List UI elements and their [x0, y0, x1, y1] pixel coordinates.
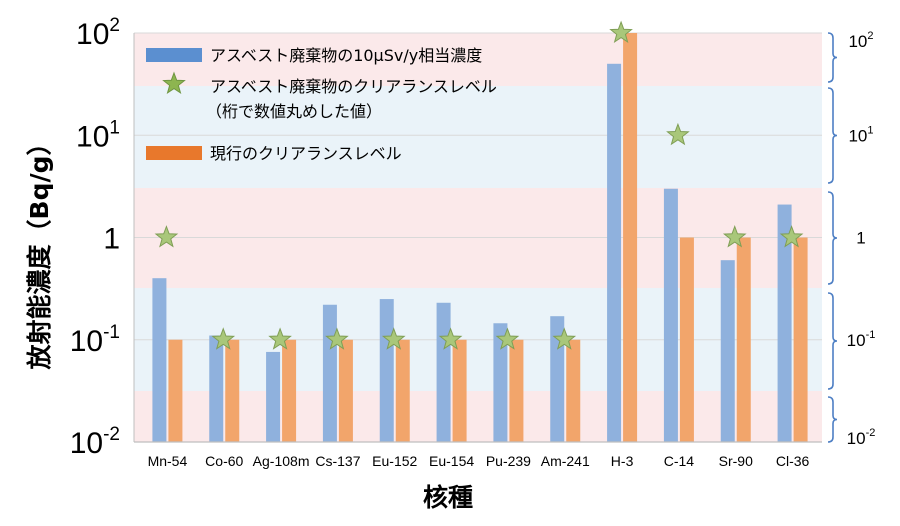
bar-dose-equivalent-Eu-152 — [379, 299, 394, 442]
star-asbestos-clearance-H-3 — [609, 20, 633, 44]
legend-label: 現行のクリアランスレベル — [210, 144, 402, 163]
legend-label: アスベスト廃棄物の10μSv/y相当濃度 — [210, 46, 482, 65]
bar-dose-equivalent-Am-241 — [550, 316, 565, 442]
y-tick-label: 10-2 — [70, 424, 120, 460]
bar-current-clearance-C-14 — [679, 237, 694, 442]
legend-swatch-dose-equivalent — [146, 48, 202, 62]
category-label: Mn-54 — [148, 453, 188, 469]
bar-current-clearance-Am-241 — [566, 339, 581, 442]
y-tick-label: 101 — [76, 117, 120, 153]
star-asbestos-clearance-Am-241 — [552, 327, 577, 350]
category-labels: Mn-54 Co-60 Ag-108m Cs-137 Eu-152 Eu-154 Pu-23… — [148, 453, 810, 469]
star-asbestos-clearance-Ag-108m — [268, 327, 292, 350]
band-blue — [134, 86, 822, 188]
star-asbestos-clearance-Sr-90 — [722, 225, 747, 248]
y-axis-title: 放射能濃度（Bq/g） — [25, 131, 54, 371]
legend-swatch-current-clearance — [146, 146, 202, 160]
range-bracket — [827, 32, 838, 83]
y-tick-label: 10-1 — [70, 322, 120, 358]
bar-dose-equivalent-Ag-108m — [266, 351, 281, 442]
bar-current-clearance-Cl-36 — [793, 237, 808, 442]
star-asbestos-clearance-Co-60 — [211, 327, 236, 350]
bar-current-clearance-Ag-108m — [282, 339, 297, 442]
background-bands — [134, 33, 822, 442]
y-tick-label: 1 — [103, 223, 120, 256]
star-asbestos-clearance-C-14 — [666, 122, 690, 146]
bar-dose-equivalent-Sr-90 — [720, 260, 735, 442]
right-tick-label: 101 — [848, 124, 873, 145]
bar-dose-equivalent-H-3 — [607, 63, 622, 443]
y-tick-label: 102 — [76, 15, 120, 51]
left-tick-labels: 102 101 1 10-1 10-2 — [70, 15, 120, 460]
bar-dose-equivalent-Mn-54 — [152, 278, 167, 442]
bar-dose-equivalent-Eu-154 — [436, 302, 451, 442]
category-label: H-3 — [611, 453, 634, 469]
legend-star-icon — [162, 71, 186, 95]
right-tick-label: 10-1 — [847, 329, 876, 350]
bar-current-clearance-Eu-154 — [452, 339, 467, 442]
right-tick-label: 102 — [848, 30, 873, 51]
category-label: Eu-154 — [429, 453, 474, 469]
star-asbestos-clearance-Eu-154 — [438, 327, 463, 350]
category-label: Sr-90 — [719, 453, 753, 469]
right-tick-labels: 102 101 1 10-1 10-2 — [847, 30, 876, 448]
bar-current-clearance-Cs-137 — [338, 339, 353, 442]
bar-current-clearance-Pu-239 — [509, 339, 524, 442]
band-pink — [134, 33, 822, 86]
star-asbestos-clearance-Cl-36 — [779, 225, 804, 248]
bar-current-clearance-Eu-152 — [395, 339, 410, 442]
bar-dose-equivalent-Co-60 — [209, 335, 224, 442]
bar-current-clearance-H-3 — [623, 33, 638, 442]
star-asbestos-clearance-Cs-137 — [325, 327, 349, 350]
range-bracket — [827, 292, 838, 390]
legend-label-note: （桁で数値丸めした値） — [206, 102, 382, 121]
right-brackets — [827, 32, 838, 443]
legend-label: アスベスト廃棄物のクリアランスレベル — [210, 77, 497, 96]
range-bracket — [827, 396, 838, 443]
category-label: Cs-137 — [315, 453, 360, 469]
category-label: Ag-108m — [253, 453, 310, 469]
star-asbestos-clearance-Mn-54 — [154, 225, 179, 248]
right-tick-label: 10-2 — [847, 427, 876, 448]
bar-dose-equivalent-Pu-239 — [493, 323, 508, 442]
range-bracket — [827, 191, 838, 285]
range-bracket — [827, 87, 838, 184]
category-label: Co-60 — [205, 453, 243, 469]
bar-current-clearance-Sr-90 — [736, 237, 751, 442]
bars — [152, 33, 808, 443]
x-axis-title: 核種 — [423, 483, 473, 512]
band-pink — [134, 391, 822, 442]
category-label: Cl-36 — [776, 453, 810, 469]
category-label: Pu-239 — [486, 453, 531, 469]
bar-dose-equivalent-C-14 — [663, 188, 678, 442]
bar-dose-equivalent-Cs-137 — [322, 304, 337, 442]
category-label: C-14 — [664, 453, 695, 469]
category-label: Eu-152 — [372, 453, 417, 469]
axes — [133, 33, 822, 443]
bar-dose-equivalent-Cl-36 — [777, 204, 792, 442]
star-asbestos-clearance-Eu-152 — [381, 327, 406, 350]
stars — [154, 20, 804, 350]
bar-current-clearance-Co-60 — [225, 339, 240, 442]
star-asbestos-clearance-Pu-239 — [495, 327, 520, 350]
bar-current-clearance-Mn-54 — [168, 339, 183, 442]
right-tick-label: 1 — [856, 229, 865, 248]
category-label: Am-241 — [541, 453, 590, 469]
